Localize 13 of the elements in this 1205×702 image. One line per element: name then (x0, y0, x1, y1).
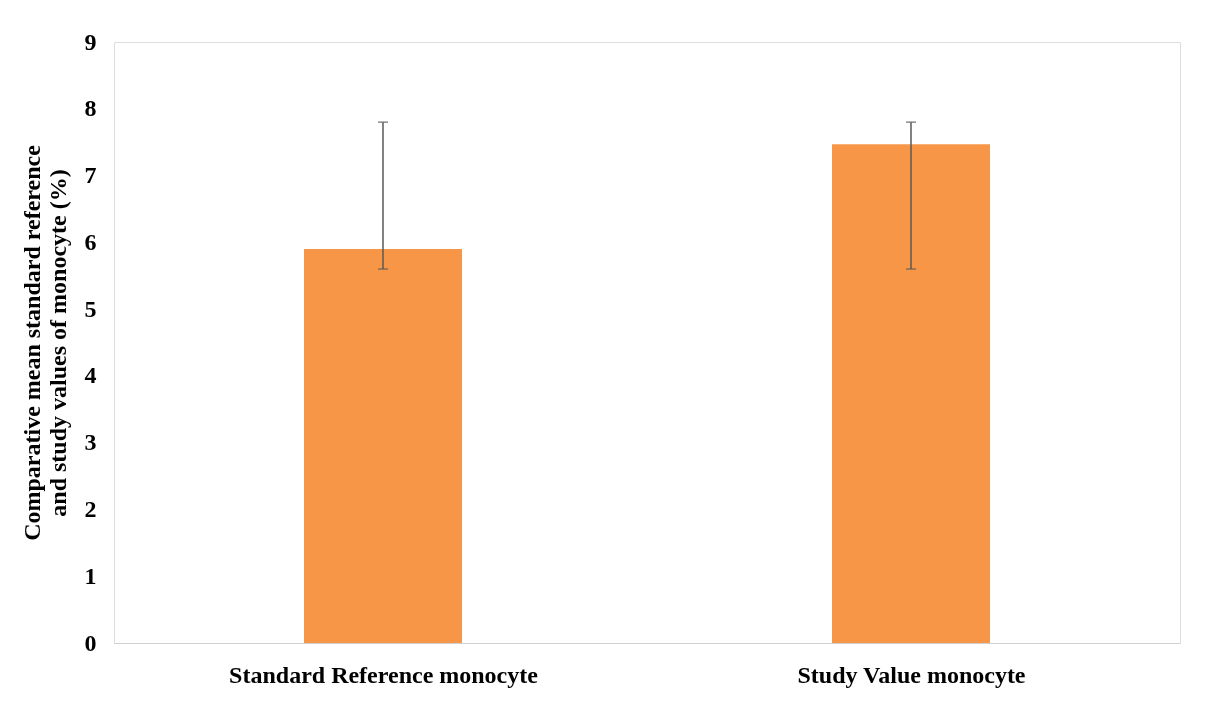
x-tick-label: Study Value monocyte (797, 661, 1026, 688)
y-tick-label: 9 (84, 28, 97, 55)
y-tick-label: 8 (84, 95, 97, 122)
x-tick-label: Standard Reference monocyte (229, 661, 539, 688)
y-tick-label: 3 (84, 429, 97, 456)
y-tick-label: 0 (84, 629, 97, 656)
y-tick-label: 2 (84, 495, 97, 522)
y-tick-label: 1 (84, 562, 97, 589)
y-tick-label: 7 (84, 162, 97, 189)
y-tick-label: 5 (84, 295, 97, 322)
y-axis-title: Comparative mean standard reference and study values of monocyte (%) (18, 144, 71, 541)
y-tick-label: 4 (84, 362, 97, 389)
y-tick-label: 6 (84, 228, 97, 255)
